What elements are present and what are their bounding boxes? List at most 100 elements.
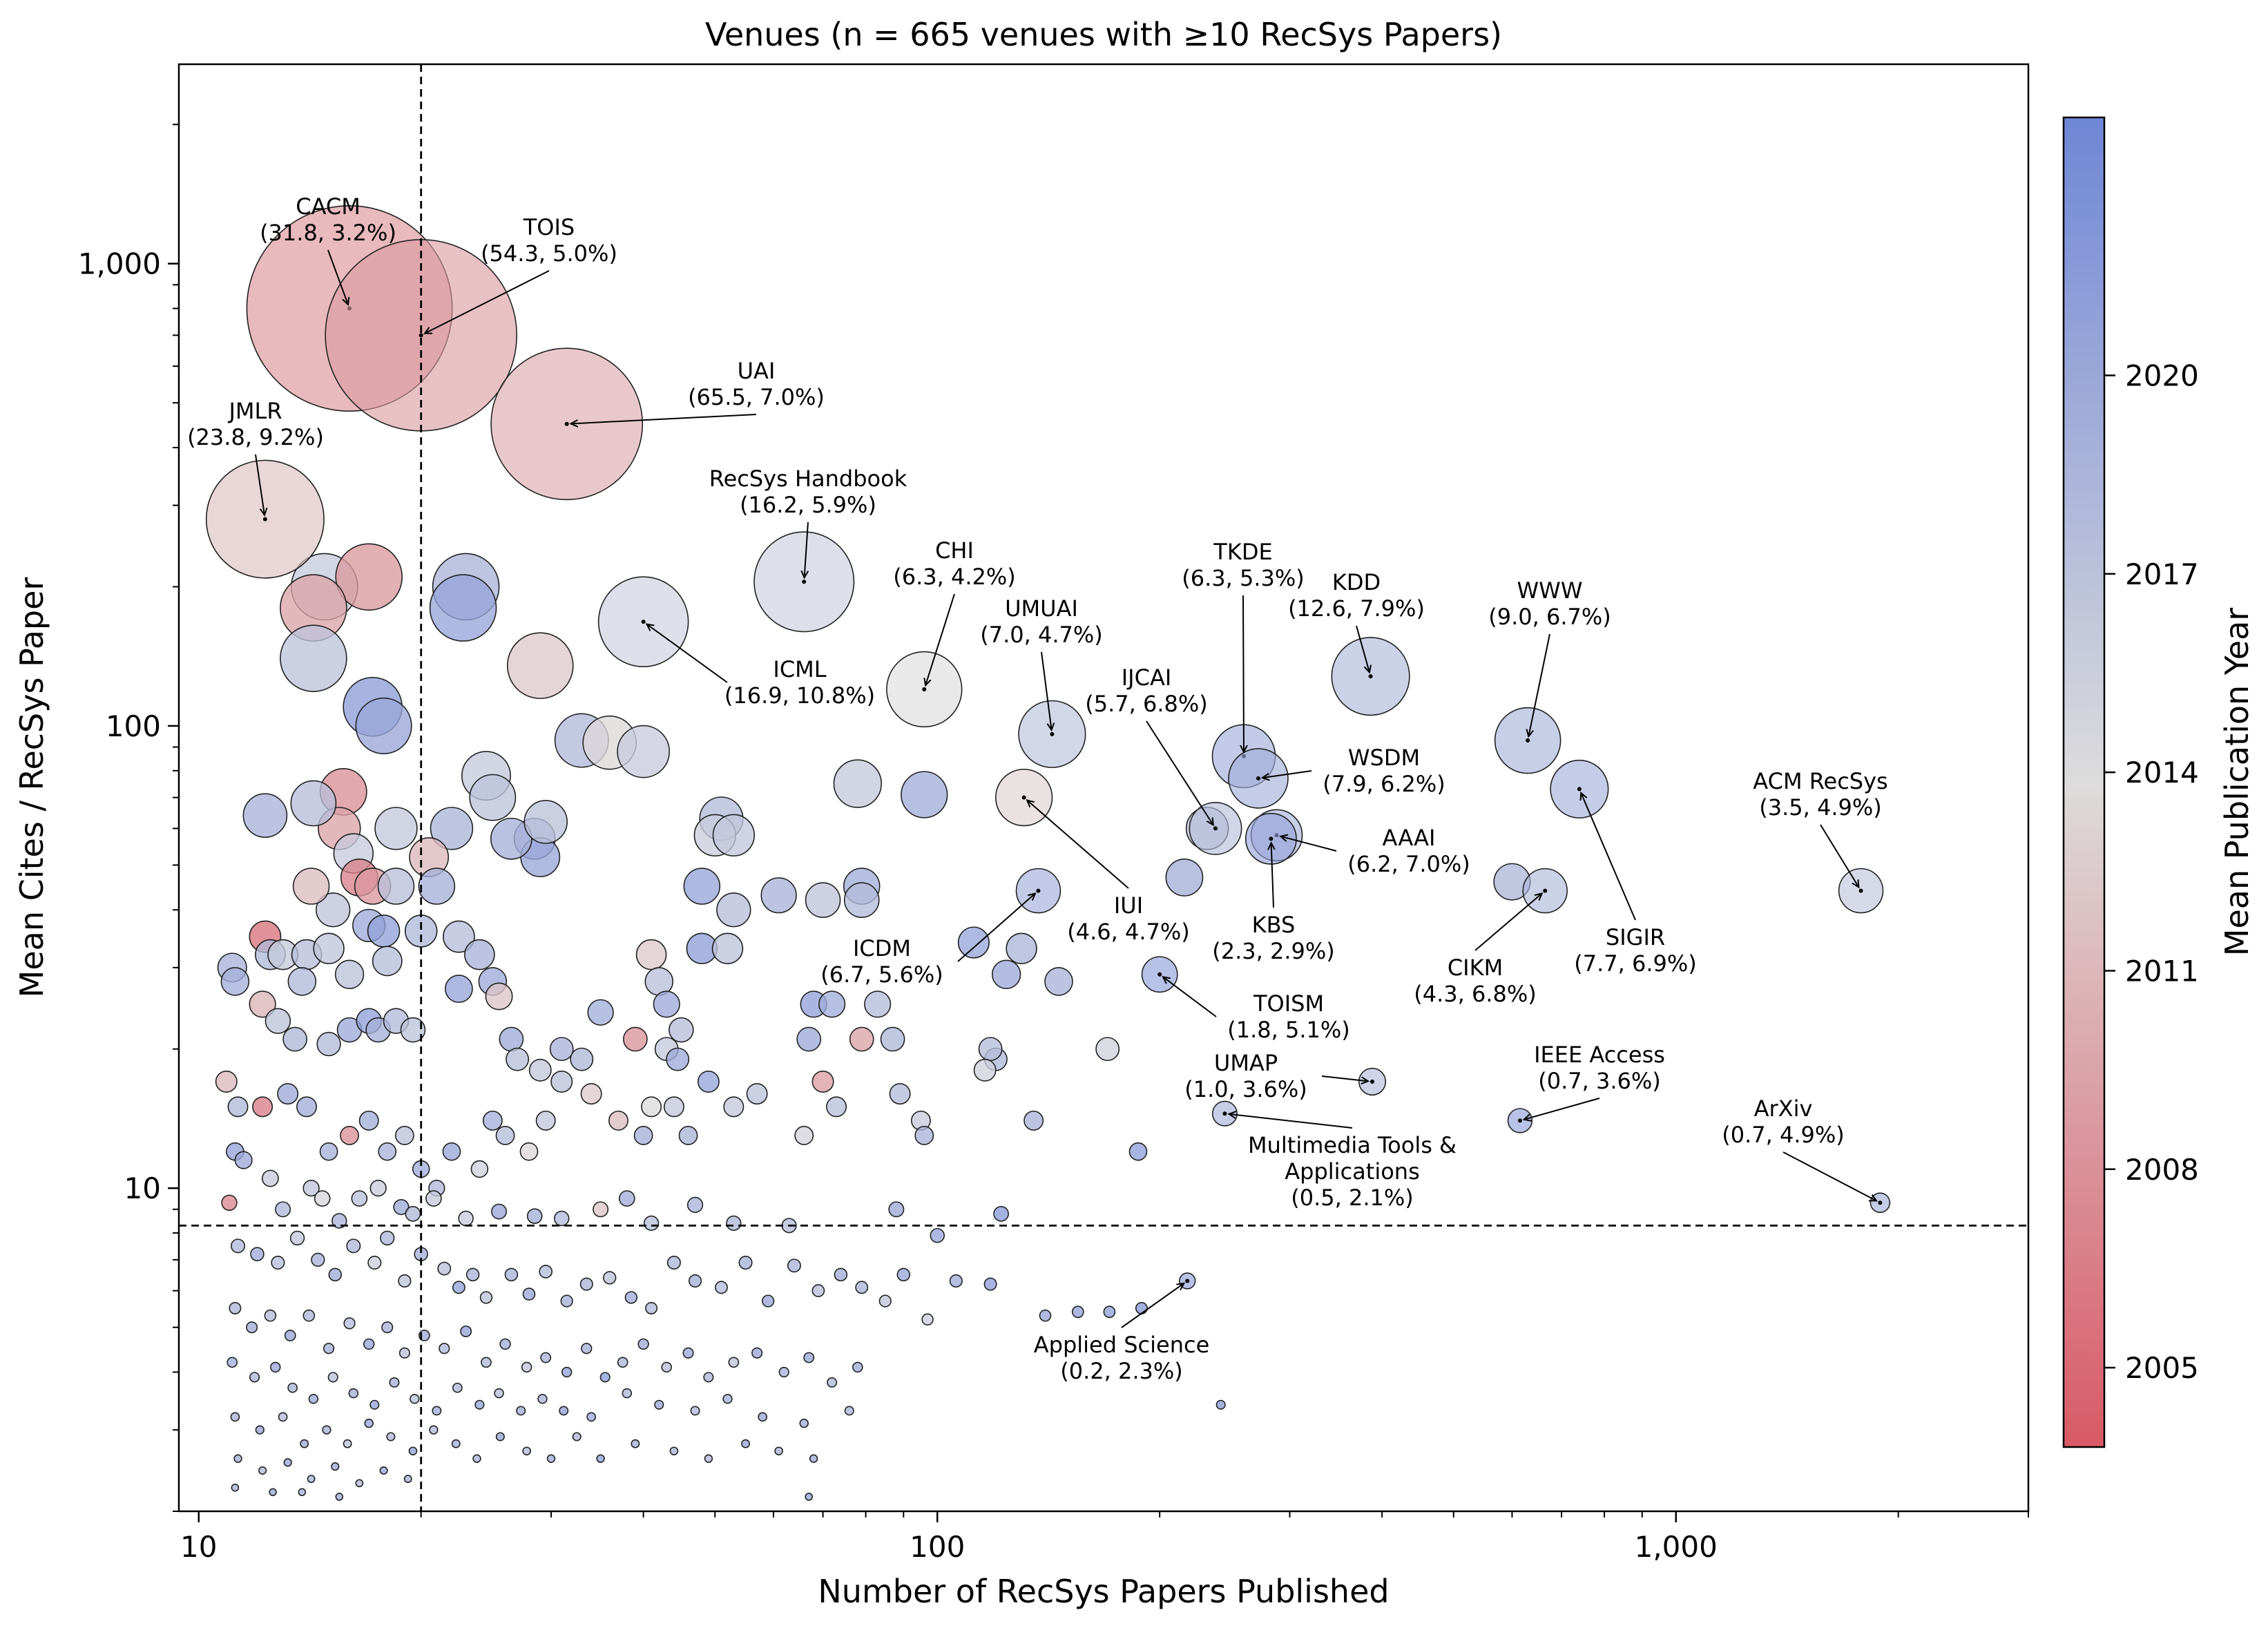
venue-bubble <box>322 1425 331 1435</box>
venue-bubble <box>949 1274 963 1288</box>
annotation-arrow <box>1121 1283 1184 1328</box>
venue-bubble <box>599 1372 611 1383</box>
venue-bubble <box>313 932 345 964</box>
venue-bubble <box>633 1126 653 1145</box>
venue-bubble <box>398 1274 412 1288</box>
venue-bubble <box>264 1309 277 1322</box>
venue-bubble <box>499 1338 511 1350</box>
annotation-cacm: CACM(31.8, 3.2%) <box>260 193 396 305</box>
annotation-arrow <box>1321 1075 1368 1081</box>
venue-bubble <box>855 1281 869 1294</box>
venue-bubble <box>762 1294 775 1308</box>
venue-bubble <box>760 877 797 914</box>
venue-bubble <box>242 793 288 838</box>
venue-bubble <box>246 1321 258 1334</box>
annotation-name: TOIS <box>523 214 575 240</box>
venue-bubble <box>482 1110 503 1131</box>
bubble-center-acm-recsys <box>1858 888 1863 893</box>
venue-bubble <box>617 725 670 778</box>
venue-bubble <box>249 1372 260 1383</box>
annotation-arrow <box>1243 595 1244 752</box>
annotation-stats: (0.7, 4.9%) <box>1722 1122 1845 1148</box>
annotation-name: CIKM <box>1448 955 1503 981</box>
venue-bubble <box>429 574 497 642</box>
venue-bubble <box>481 1357 492 1368</box>
venue-bubble <box>703 1372 714 1383</box>
venue-bubble <box>258 1466 267 1475</box>
venue-bubble <box>470 1160 489 1178</box>
bubble-center-www <box>1526 738 1530 743</box>
venue-bubble <box>270 1361 281 1373</box>
venue-bubble <box>704 1454 713 1463</box>
venue-bubble <box>398 1347 410 1359</box>
venue-bubble <box>560 1294 573 1308</box>
annotation-stats: (6.3, 5.3%) <box>1182 565 1305 591</box>
plot-frame <box>177 63 2030 1513</box>
venue-bubble <box>408 1446 418 1456</box>
labeled-bubble-layer <box>205 205 1891 1290</box>
annotation-name: IEEE Access <box>1534 1042 1665 1068</box>
annotation-kbs: KBS(2.3, 2.9%) <box>1212 843 1335 964</box>
annotation-toism: TOISM(1.8, 5.1%) <box>1163 977 1350 1043</box>
venue-bubble <box>452 1382 463 1393</box>
venue-bubble <box>624 1291 638 1304</box>
venue-bubble <box>751 1347 763 1359</box>
colorbar-tick-label: 2014 <box>2125 756 2199 789</box>
annotation-stats: (1.0, 3.6%) <box>1184 1076 1307 1102</box>
annotation-name: AAAI <box>1383 825 1436 851</box>
venue-bubble <box>983 1277 997 1291</box>
venue-bubble <box>1024 1110 1044 1131</box>
venue-bubble <box>316 892 351 928</box>
annotation-arrow <box>1146 720 1213 825</box>
venue-bubble <box>522 1446 531 1456</box>
venue-bubble <box>323 1343 335 1354</box>
annotation-arrow <box>1524 1098 1600 1120</box>
venue-bubble <box>570 1047 594 1071</box>
venue-bubble <box>355 697 412 755</box>
venue-bubble <box>314 1190 331 1207</box>
venue-bubble <box>723 1096 744 1118</box>
venue-bubble <box>741 1439 750 1448</box>
annotation-layer: CACM(31.8, 3.2%) TOIS(54.3, 5.0%) UAI(65.5… <box>187 193 1888 1384</box>
annotation-arrow <box>805 521 808 577</box>
venue-bubble <box>319 1142 338 1161</box>
bubble-center-applied-science <box>1185 1279 1190 1283</box>
venue-bubble <box>537 1394 548 1404</box>
venue-bubble <box>465 1267 480 1282</box>
venue-bubble <box>805 882 841 918</box>
venue-bubble <box>663 1096 684 1118</box>
venue-bubble <box>758 1412 768 1422</box>
venue-bubble <box>878 1294 892 1308</box>
venue-bubble <box>394 1126 414 1145</box>
annotation-name: KBS <box>1252 912 1296 938</box>
venue-bubble <box>666 1047 690 1071</box>
annotation-arrow <box>1528 633 1550 736</box>
colorbar-tick-label: 2020 <box>2125 359 2199 393</box>
annotation-name: SIGIR <box>1606 924 1665 950</box>
venue-bubble <box>283 1458 292 1467</box>
annotation-umap: UMAP(1.0, 3.6%) <box>1184 1050 1368 1102</box>
venue-bubble <box>921 1313 934 1325</box>
venue-bubble <box>393 1199 410 1216</box>
venue-bubble <box>307 1475 316 1484</box>
x-tick-label: 100 <box>910 1530 965 1564</box>
annotation-arrow <box>1027 801 1129 889</box>
venue-bubble <box>746 1083 768 1105</box>
annotation-name: UAI <box>738 358 776 384</box>
venue-bubble <box>311 1252 325 1267</box>
annotation-www: WWW(9.0, 6.7%) <box>1488 577 1611 736</box>
venue-bubble <box>464 939 495 970</box>
annotation-applied-science: Applied Science(0.2, 2.3%) <box>1034 1283 1209 1384</box>
venue-bubble <box>880 1026 905 1052</box>
venue-bubble <box>579 1277 593 1291</box>
venue-bubble <box>491 1203 507 1220</box>
annotation-multimedia-tools-applications: Multimedia Tools &Applications(0.5, 2.1%… <box>1229 1114 1457 1211</box>
venue-bubble <box>430 807 474 850</box>
annotation-name: WSDM <box>1348 745 1420 771</box>
venue-bubble <box>432 1406 442 1416</box>
venue-bubble <box>335 1493 344 1501</box>
venue-bubble <box>617 1357 628 1368</box>
venue-bubble <box>429 1425 439 1435</box>
venue-bubble <box>550 1070 573 1093</box>
